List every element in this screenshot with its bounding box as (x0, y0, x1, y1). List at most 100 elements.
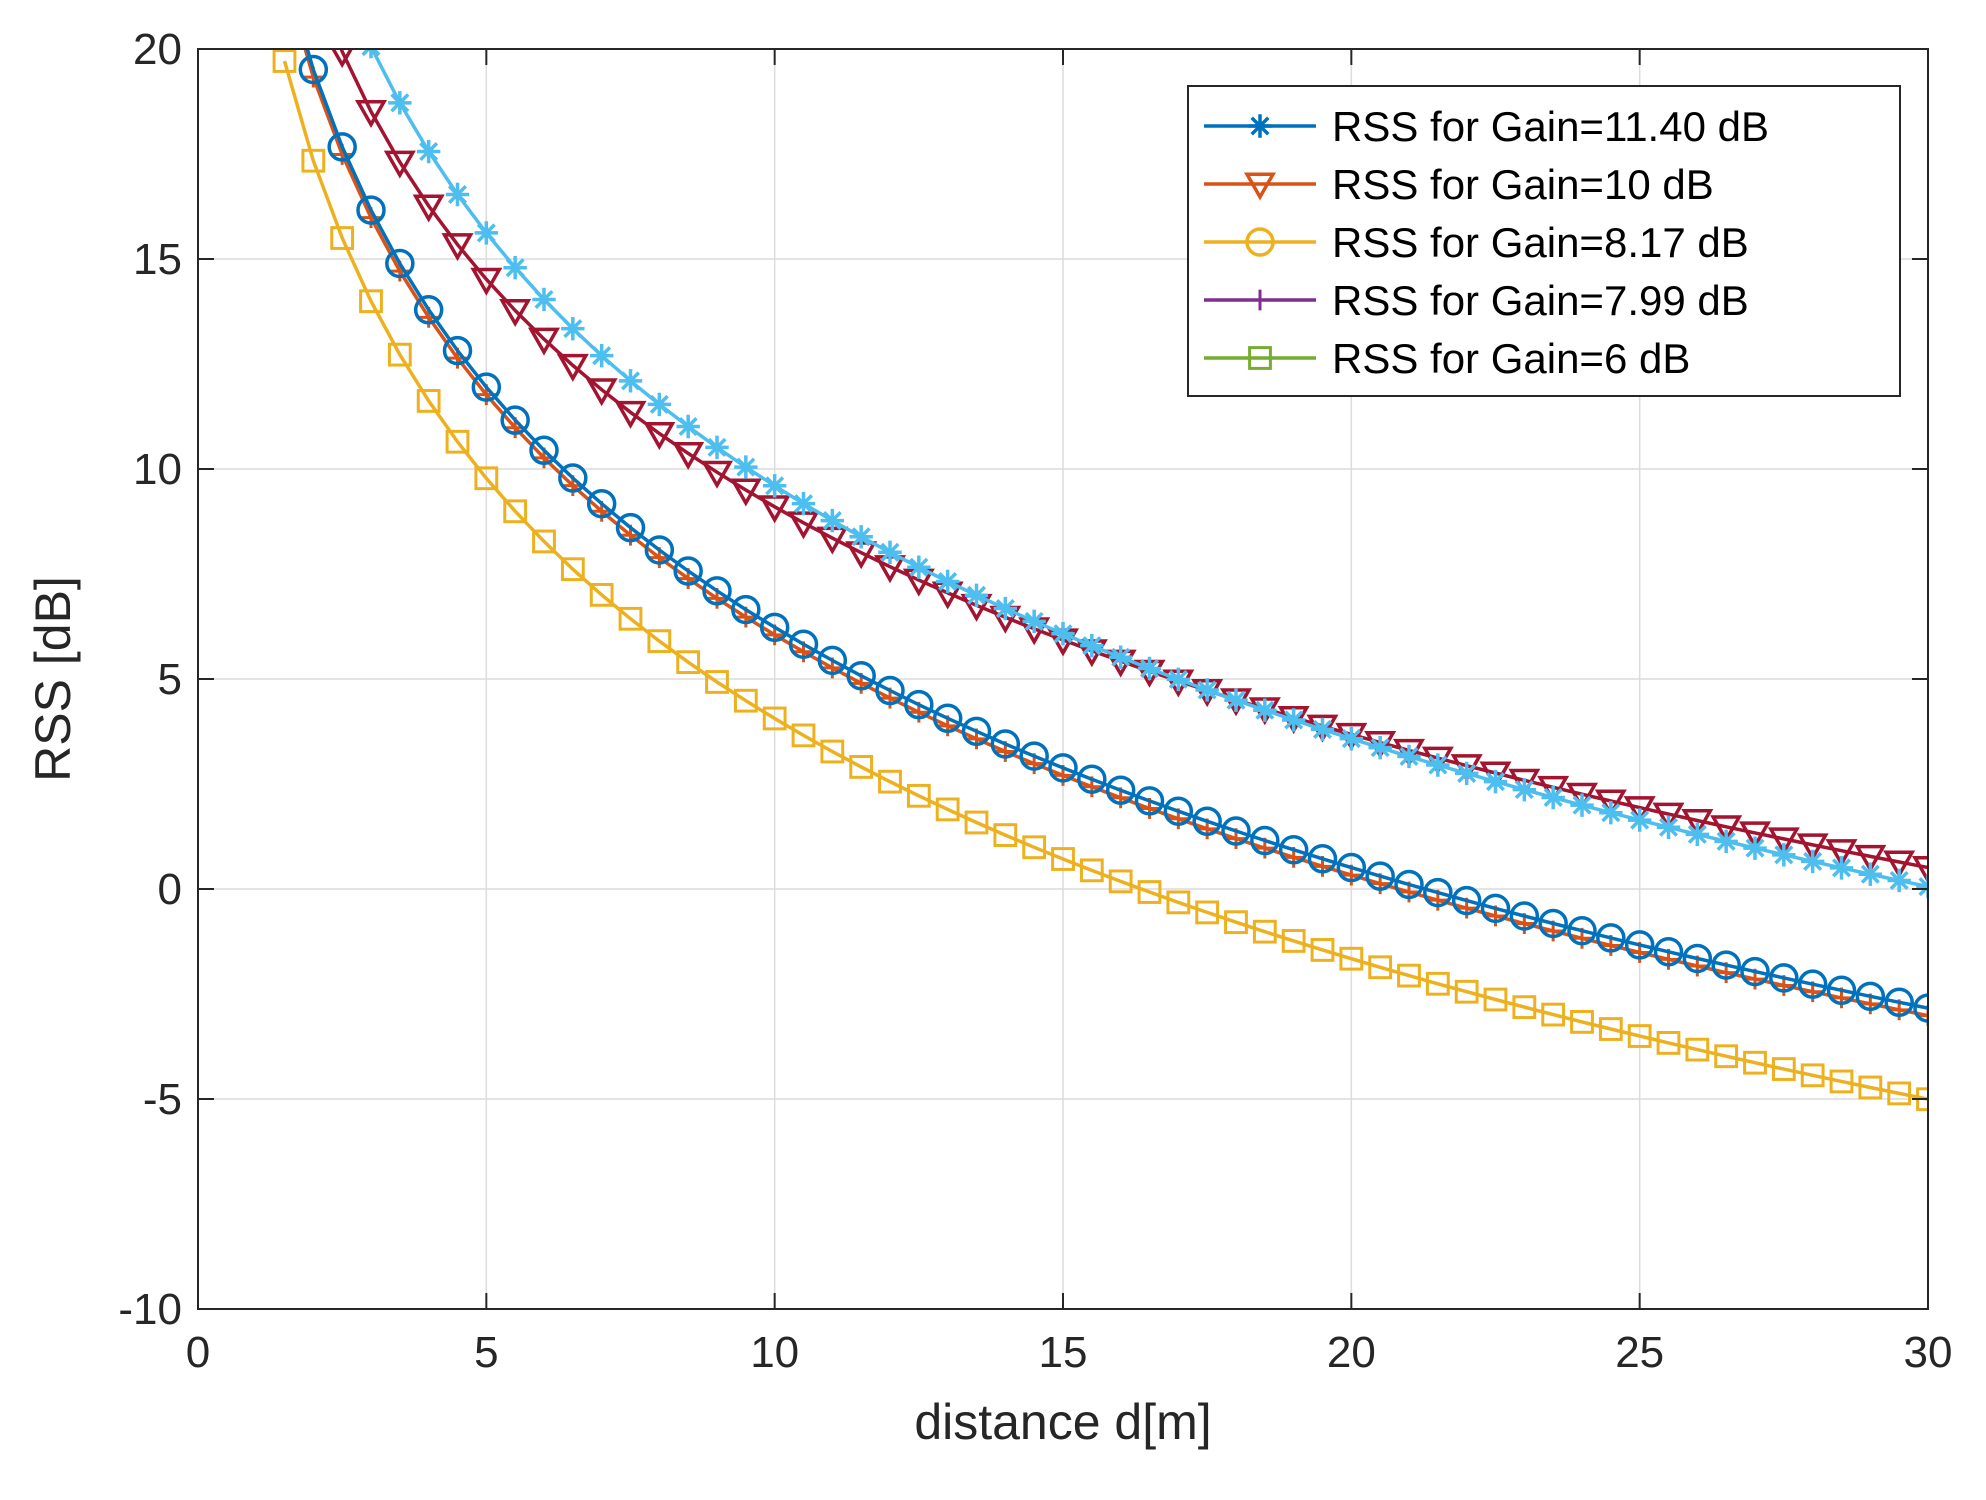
data-point-square (618, 606, 643, 631)
data-point-asterisk (1772, 843, 1796, 867)
data-point-asterisk (993, 596, 1018, 621)
data-point-circle (1336, 852, 1367, 883)
data-point-asterisk (878, 540, 902, 565)
data-point-circle (1826, 975, 1857, 1006)
data-point-circle (1567, 915, 1597, 946)
series-line (339, 49, 1928, 870)
data-point-square (1743, 1050, 1767, 1075)
data-point-triangle (1710, 815, 1743, 844)
legend-label: RSS for Gain=6 dB (1332, 335, 1690, 382)
data-point-square (849, 755, 874, 779)
series-group (272, 49, 1928, 1112)
x-tick-label: 25 (1615, 1328, 1664, 1377)
data-point-square (1887, 1081, 1912, 1106)
data-point-square (1022, 835, 1047, 860)
data-point-circle (1451, 885, 1482, 916)
data-point-triangle (1825, 839, 1858, 868)
data-point-asterisk (964, 583, 989, 607)
data-point-circle (1538, 908, 1568, 939)
data-point-asterisk (1541, 785, 1565, 810)
data-point-circle (1653, 937, 1684, 967)
data-point-asterisk (1800, 849, 1825, 874)
data-point-circle (413, 295, 444, 325)
data-point-asterisk (1108, 645, 1133, 669)
data-point-square (1454, 979, 1479, 1004)
data-point-circle (442, 335, 473, 366)
data-point-circle (1163, 796, 1194, 826)
data-point-square (532, 529, 556, 554)
data-point-circle (1048, 753, 1078, 783)
data-point-square (1800, 1063, 1825, 1088)
data-point-circle (327, 132, 357, 162)
data-point-triangle (383, 150, 416, 179)
data-point-asterisk (618, 369, 643, 393)
data-point-square (1252, 919, 1277, 944)
data-point-asterisk (1887, 868, 1911, 893)
y-tick-label: 10 (133, 445, 182, 494)
series-2 (331, 49, 1928, 885)
data-point-square (1248, 346, 1272, 370)
data-point-circle (615, 512, 646, 543)
legend-item[interactable]: RSS for Gain=8.17 dB (1204, 219, 1749, 266)
data-point-square (1281, 929, 1306, 953)
data-point-square (1339, 946, 1364, 971)
data-point-asterisk (416, 139, 441, 164)
data-point-square (503, 499, 528, 524)
data-point-asterisk (1627, 808, 1652, 832)
y-tick-label: 0 (158, 865, 182, 914)
data-point-asterisk (445, 182, 470, 207)
data-point-circle (586, 488, 617, 519)
data-point-square (964, 810, 989, 835)
data-point-square (647, 629, 672, 654)
data-point-square (272, 49, 297, 73)
data-point-square (445, 429, 470, 454)
data-point-circle (961, 716, 992, 747)
data-point-asterisk (1224, 688, 1248, 712)
legend-item[interactable]: RSS for Gain=6 dB (1204, 335, 1690, 382)
data-point-asterisk (647, 392, 672, 417)
data-point-triangle (729, 478, 762, 507)
data-point-circle (990, 729, 1021, 759)
data-point-triangle (672, 441, 705, 470)
data-point-square (1195, 900, 1220, 925)
data-point-asterisk (734, 455, 758, 479)
data-point-circle (1221, 816, 1251, 846)
data-point-circle (875, 675, 905, 706)
data-point-triangle (1796, 833, 1829, 862)
data-point-circle (1596, 923, 1626, 953)
data-point-square (1656, 1030, 1681, 1055)
data-point-circle (788, 629, 819, 659)
data-point-square (1685, 1037, 1710, 1062)
data-point-asterisk (1858, 862, 1883, 886)
data-point-circle (932, 703, 963, 734)
data-point-triangle (1854, 844, 1887, 873)
data-point-asterisk (474, 221, 499, 245)
data-point-square (1512, 995, 1537, 1020)
data-point-triangle (614, 400, 647, 429)
data-point-triangle (354, 100, 388, 129)
data-point-circle (1192, 806, 1222, 837)
legend-item[interactable]: RSS for Gain=7.99 dB (1204, 277, 1749, 324)
data-point-circle (731, 594, 761, 625)
data-point-circle (846, 661, 876, 691)
legend[interactable]: RSS for Gain=11.40 dB RSS for Gain=10 dB R… (1187, 85, 1901, 397)
data-point-circle (1855, 981, 1886, 1012)
data-point-square (993, 823, 1018, 847)
y-tick-label: 5 (158, 655, 182, 704)
data-point-triangle (556, 353, 589, 382)
data-point-square (1368, 955, 1393, 980)
legend-item[interactable]: RSS for Gain=10 dB (1204, 161, 1714, 208)
data-point-square (1051, 847, 1075, 871)
data-point-circle (1913, 993, 1928, 1023)
data-point-triangle (470, 267, 503, 296)
legend-label: RSS for Gain=8.17 dB (1332, 219, 1749, 266)
x-tick-label: 15 (1039, 1328, 1088, 1377)
data-point-triangle (1623, 796, 1656, 825)
data-point-asterisk (791, 491, 816, 516)
data-point-circle (1423, 877, 1453, 908)
data-point-asterisk (849, 525, 873, 549)
data-point-circle (1077, 764, 1107, 794)
legend-item[interactable]: RSS for Gain=11.40 dB (1204, 103, 1769, 150)
